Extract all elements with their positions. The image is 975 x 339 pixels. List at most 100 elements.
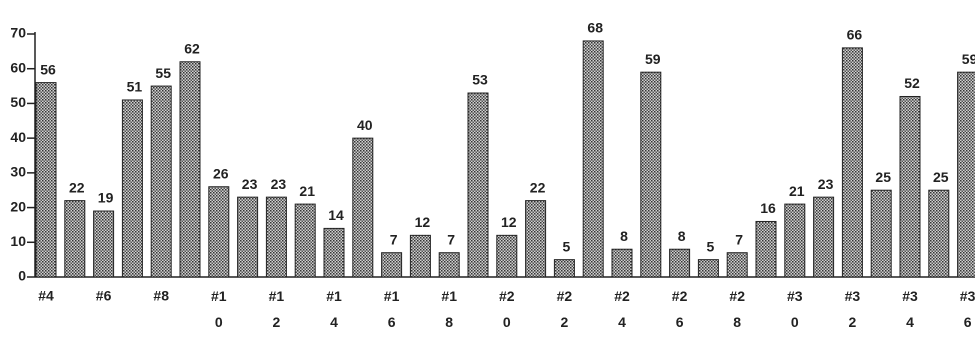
- bar: [64, 200, 86, 278]
- data-label: 40: [357, 117, 373, 133]
- x-tick-label: #1 6: [384, 288, 400, 330]
- bar: [669, 248, 691, 278]
- bar: [93, 210, 115, 278]
- x-tick-label: #3 2: [845, 288, 861, 330]
- data-label: 59: [645, 51, 661, 67]
- x-tick-label: #3 6: [960, 288, 975, 330]
- x-tick-label-line: #3: [787, 288, 803, 304]
- bar: [841, 47, 863, 278]
- x-tick-label-line: #2: [672, 288, 688, 304]
- bar: [121, 99, 143, 278]
- data-label: 25: [933, 169, 949, 185]
- x-tick-label-line: #2: [499, 288, 515, 304]
- x-tick-label: #2 8: [729, 288, 745, 330]
- bar: [467, 92, 489, 278]
- bar: [35, 82, 57, 278]
- data-label: 23: [271, 176, 287, 192]
- data-label: 12: [415, 214, 431, 230]
- bar: [237, 196, 259, 278]
- data-label: 55: [155, 65, 171, 81]
- data-label: 22: [69, 179, 85, 195]
- x-tick-label-line: #3: [845, 288, 861, 304]
- x-tick-label-line: 0: [215, 314, 223, 330]
- x-tick-label: #6: [96, 288, 112, 304]
- y-tick-label: 20: [10, 198, 26, 214]
- data-label: 7: [447, 231, 455, 247]
- x-tick-label-line: 6: [388, 314, 396, 330]
- data-label: 8: [620, 228, 628, 244]
- data-label: 51: [127, 79, 143, 95]
- x-tick-label-line: 6: [964, 314, 972, 330]
- x-tick-label: #1 8: [441, 288, 457, 330]
- x-tick-label-line: 8: [733, 314, 741, 330]
- x-tick-label-line: #1: [441, 288, 457, 304]
- bar: [726, 252, 748, 278]
- bar: [755, 220, 777, 278]
- x-tick-label-line: #2: [557, 288, 573, 304]
- data-label: 22: [530, 179, 546, 195]
- x-tick-label: #8: [153, 288, 169, 304]
- bar: [208, 186, 230, 278]
- bar: [323, 227, 345, 278]
- x-tick-label: #2 2: [557, 288, 573, 330]
- x-tick-label-line: 8: [445, 314, 453, 330]
- bar: [496, 234, 518, 278]
- data-label: 52: [904, 75, 920, 91]
- data-label: 62: [184, 40, 200, 56]
- x-tick-label-line: 4: [330, 314, 338, 330]
- data-label: 23: [818, 176, 834, 192]
- y-tick-label: 60: [10, 59, 26, 75]
- data-label: 26: [213, 165, 229, 181]
- bar: [438, 252, 460, 278]
- x-tick-label: #1 0: [211, 288, 227, 330]
- y-tick-label: 70: [10, 25, 26, 41]
- data-label: 68: [587, 20, 603, 36]
- x-tick-label: #3 0: [787, 288, 803, 330]
- bar: [611, 248, 633, 278]
- x-tick-label-line: 0: [503, 314, 511, 330]
- data-label: 56: [40, 61, 56, 77]
- x-tick-label-line: 0: [791, 314, 799, 330]
- y-tick-label: 0: [18, 268, 26, 284]
- bar: [553, 259, 575, 278]
- x-tick-label-line: #3: [960, 288, 975, 304]
- data-label: 53: [472, 72, 488, 88]
- bar: [582, 40, 604, 278]
- x-tick-label-line: #1: [384, 288, 400, 304]
- bar: [870, 189, 892, 278]
- bar: [928, 189, 950, 278]
- x-tick-label-line: 6: [676, 314, 684, 330]
- data-label: 14: [328, 207, 344, 223]
- data-label: 25: [875, 169, 891, 185]
- x-tick-label-line: #1: [326, 288, 342, 304]
- y-tick-label: 30: [10, 164, 26, 180]
- x-tick-label-line: #2: [614, 288, 630, 304]
- data-label: 59: [962, 51, 975, 67]
- x-tick-label-line: 2: [849, 314, 857, 330]
- bar: [784, 203, 806, 278]
- x-tick-label-line: #3: [902, 288, 918, 304]
- data-label: 7: [735, 231, 743, 247]
- x-tick-label-line: #2: [729, 288, 745, 304]
- x-tick-label: #2 0: [499, 288, 515, 330]
- x-tick-label-line: #1: [211, 288, 227, 304]
- y-tick-label: 40: [10, 129, 26, 145]
- data-label: 5: [707, 238, 715, 254]
- x-tick-label: #2 6: [672, 288, 688, 330]
- x-tick-label-line: 2: [561, 314, 569, 330]
- bar: [957, 71, 975, 278]
- x-tick-label: #4: [38, 288, 54, 304]
- y-tick-label: 50: [10, 94, 26, 110]
- y-tick-label: 10: [10, 233, 26, 249]
- bar: [150, 85, 172, 278]
- x-tick-label-line: #1: [269, 288, 285, 304]
- bar: [352, 137, 374, 278]
- data-label: 8: [678, 228, 686, 244]
- data-label: 23: [242, 176, 258, 192]
- x-tick-label-line: 4: [906, 314, 914, 330]
- x-tick-label: #1 4: [326, 288, 342, 330]
- data-label: 21: [789, 183, 805, 199]
- bar: [697, 259, 719, 278]
- bar: [640, 71, 662, 278]
- x-tick-label: #2 4: [614, 288, 630, 330]
